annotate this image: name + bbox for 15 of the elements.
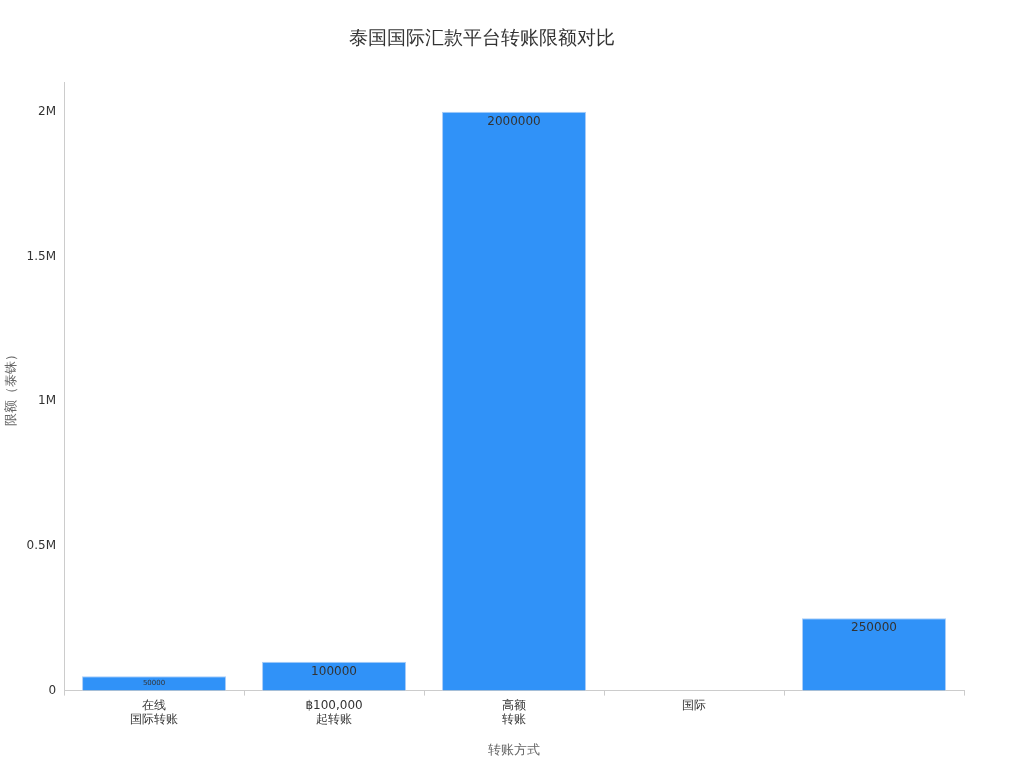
data-label: 2000000 xyxy=(487,113,541,128)
y-tick-label: 1.5M xyxy=(26,248,57,263)
y-tick-label: 0.5M xyxy=(26,538,57,553)
y-tick-label: 0 xyxy=(48,682,57,697)
x-tick-label: 高额转账 xyxy=(502,697,527,727)
chart-title: 泰国国际汇款平台转账限额对比 xyxy=(349,26,615,49)
x-tick-label: 在线国际转账 xyxy=(130,697,179,727)
x-axis-title: 转账方式 xyxy=(488,741,541,757)
y-axis-title: 限额（泰铢） xyxy=(3,347,19,426)
y-tick-label: 1M xyxy=(38,393,57,408)
x-tick-label: 国际 xyxy=(682,697,707,712)
y-tick-label: 2M xyxy=(38,103,57,118)
x-tick-label: ฿100,000 起转账 xyxy=(305,697,363,727)
data-label: 100000 xyxy=(311,663,357,678)
data-label: 250000 xyxy=(851,620,897,635)
